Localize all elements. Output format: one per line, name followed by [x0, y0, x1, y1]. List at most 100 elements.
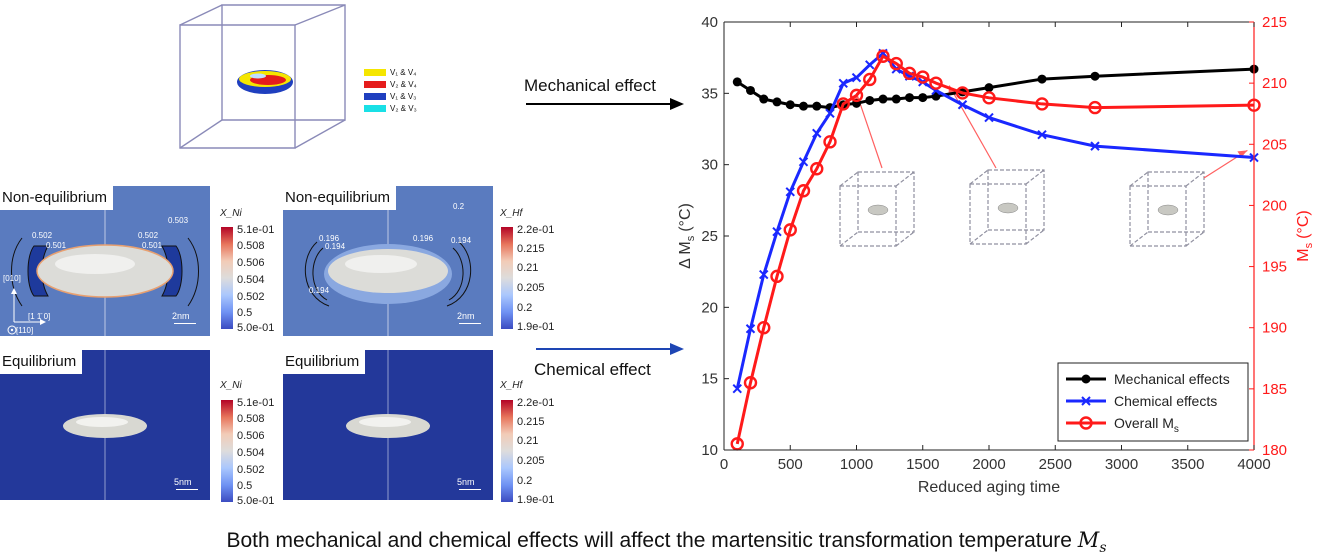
inset-precipitate: [867, 204, 889, 216]
data-point: [876, 49, 890, 63]
data-point-stroke: [838, 78, 848, 89]
caption-symbol-m: M: [1077, 528, 1100, 552]
data-point: [1037, 129, 1047, 140]
contour-label: 0.502: [138, 231, 159, 240]
cbar-tick: 0.5: [237, 480, 253, 492]
inset-cube-edge: [1185, 171, 1205, 187]
cbar-tick: 0.21: [517, 262, 539, 274]
y-right-tick-label: 195: [1262, 259, 1287, 276]
ms-vs-aging-chart: 0 500 1000 1500 2000 2500 3000 3500 4000 10 15 20 25…: [677, 14, 1315, 496]
colorbar-title-ni: X_Ni: [220, 208, 242, 219]
data-point-stroke: [851, 72, 862, 83]
panel-ni-nonequilibrium: Non-equilibrium 0.502 0.501 0.502 0.501 …: [0, 186, 210, 336]
series-line-3: [735, 54, 1255, 445]
x-tick-label: 3500: [1171, 456, 1204, 473]
caption-text: Both mechanical and chemical effects wil…: [226, 529, 1072, 552]
data-point: [865, 60, 875, 70]
contour-label: 0.2: [453, 202, 465, 211]
inset-pointer-1: [855, 92, 883, 169]
scale-label: 2nm: [172, 311, 190, 321]
data-point: [732, 383, 742, 394]
cbar-tick: 0.2: [517, 302, 533, 314]
swatch-v2v4: [364, 80, 386, 88]
cbar-tick: 0.502: [237, 464, 265, 476]
precipitate-3d-view: [179, 4, 346, 149]
data-point: [957, 100, 968, 110]
y-right-axis-title: Ms (°C): [1295, 210, 1315, 261]
caption-symbol-sub: s: [1099, 540, 1107, 557]
y-left-tick-label: 25: [701, 228, 718, 245]
x-tick-label: 2500: [1039, 456, 1072, 473]
inset-cube-edge: [895, 171, 915, 187]
legend-label-v1v3: V₁ & V₃: [390, 91, 417, 101]
scale-bar: [459, 489, 481, 490]
data-point: [757, 321, 771, 335]
data-point: [984, 112, 994, 123]
legend-marker: [1081, 374, 1091, 384]
contour-label: 0.194: [325, 242, 346, 251]
crystal-axes-icon: [7, 288, 46, 335]
legend-label-v2v3: V₂ & V₃: [390, 103, 417, 113]
data-point: [730, 437, 744, 451]
y-left-tick-label: 20: [701, 299, 718, 316]
data-point: [770, 269, 784, 284]
legend-label: Chemical effects: [1114, 393, 1217, 409]
contour-label: 0.501: [46, 241, 67, 250]
legend-label: Overall Ms: [1114, 415, 1179, 435]
panel-title: Equilibrium: [0, 350, 83, 374]
ni-eq-field: [63, 350, 147, 500]
y-right-tick-label: 210: [1262, 75, 1287, 92]
legend-marker-stroke: [1081, 396, 1091, 406]
hf-noneq-field: [304, 186, 472, 336]
x-tick-label: 3000: [1105, 456, 1138, 473]
data-point: [812, 128, 822, 138]
axis-label-y: [010]: [3, 274, 21, 283]
data-point: [743, 376, 758, 390]
chemical-arrow-icon: [536, 343, 684, 355]
inset-cube-front: [839, 185, 897, 247]
legend-marker: [1079, 416, 1093, 430]
inset-precipitate: [997, 202, 1019, 214]
cbar-tick: 0.215: [517, 243, 545, 255]
data-point-stroke: [732, 383, 742, 394]
data-point: [810, 162, 824, 176]
data-point-stroke: [1037, 129, 1047, 140]
colorbar-title-hf-eq: X_Hf: [500, 380, 523, 391]
data-point: [982, 91, 996, 105]
inset-cube-back: [1147, 171, 1205, 233]
data-point: [929, 76, 943, 90]
data-point: [836, 97, 850, 111]
inset-cube-3: [1129, 171, 1205, 247]
data-point: [918, 93, 928, 103]
data-point: [863, 72, 877, 87]
data-point: [732, 77, 742, 87]
axis-label-z: [110]: [16, 326, 34, 335]
x-axis-title: Reduced aging time: [918, 479, 1060, 496]
y-left-axis-title: Δ Ms (°C): [677, 203, 697, 269]
data-point: [865, 95, 875, 105]
y-left-tick-label: 10: [701, 442, 718, 459]
inset-cube-front: [969, 183, 1027, 245]
data-point: [772, 227, 782, 237]
cbar-tick: 0.205: [517, 282, 545, 294]
y-left-title-unit: (°C): [677, 203, 694, 232]
data-point: [799, 101, 808, 111]
cbar-tick: 1.9e-01: [517, 494, 555, 506]
x-tick-label: 2000: [972, 456, 1005, 473]
inset-cube-edge: [969, 229, 989, 245]
inset-precipitate: [1157, 204, 1179, 216]
cbar-tick: 0.5: [237, 307, 253, 319]
colorbar-ni-bottom: [221, 400, 233, 502]
colorbar-ni-top: [221, 227, 233, 329]
cbar-tick: 1.9e-01: [517, 321, 555, 333]
cbar-tick: 5.0e-01: [237, 322, 275, 334]
data-point: [902, 66, 917, 81]
data-point: [984, 83, 994, 93]
data-point: [812, 101, 822, 111]
inset-cube-edge: [1025, 229, 1045, 245]
legend-row-v2v3: V₂ & V₃: [364, 102, 417, 114]
data-point: [759, 269, 769, 280]
data-point: [889, 56, 903, 71]
contour-label: 0.502: [32, 231, 53, 240]
caption-symbol: Ms: [1077, 528, 1107, 556]
